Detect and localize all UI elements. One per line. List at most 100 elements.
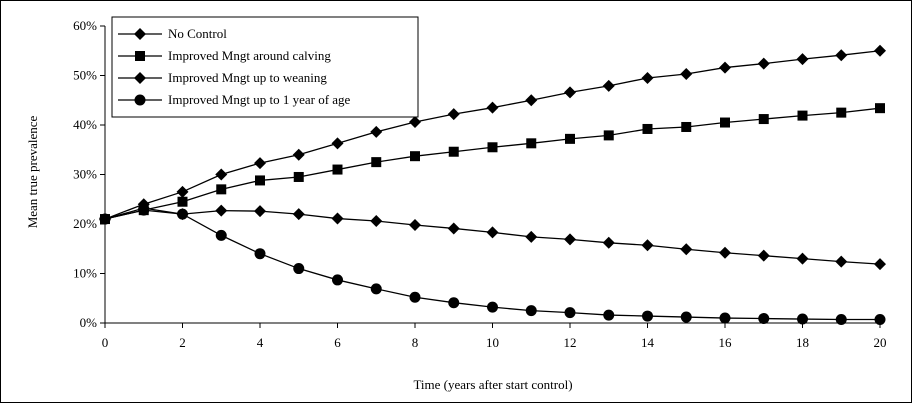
data-point <box>719 312 731 324</box>
legend-label: Improved Mngt up to 1 year of age <box>168 92 351 107</box>
data-point <box>370 215 383 228</box>
data-point <box>836 107 847 118</box>
series-2 <box>100 103 885 225</box>
data-point <box>758 114 769 125</box>
x-tick-label: 0 <box>102 335 109 350</box>
data-point <box>409 291 421 303</box>
data-point <box>447 222 460 235</box>
data-point <box>486 226 499 239</box>
x-tick-label: 2 <box>179 335 186 350</box>
data-point <box>641 239 654 252</box>
data-point <box>564 86 576 99</box>
data-point <box>758 313 770 325</box>
y-axis-ticks: 0% 10% 20% 30% 40% 50% 60% <box>73 18 105 330</box>
x-tick-label: 16 <box>719 335 733 350</box>
x-axis-title: Time (years after start control) <box>413 377 572 392</box>
x-tick-label: 18 <box>796 335 809 350</box>
legend-entry: Improved Mngt up to 1 year of age <box>118 92 351 107</box>
data-point <box>332 164 343 175</box>
data-point <box>797 110 808 121</box>
data-point <box>681 121 692 132</box>
data-point <box>720 117 730 128</box>
data-point <box>370 283 382 295</box>
data-point <box>177 196 188 207</box>
data-point <box>796 252 809 265</box>
legend-marker <box>134 72 146 84</box>
data-point <box>874 314 886 326</box>
data-point <box>525 230 538 243</box>
data-point <box>138 204 150 216</box>
data-point <box>642 310 653 322</box>
data-point <box>796 53 809 66</box>
legend-entry: No Control <box>118 26 227 41</box>
data-point <box>719 61 731 74</box>
data-point <box>565 133 575 144</box>
y-tick-label: 20% <box>73 216 97 231</box>
data-point <box>874 258 886 271</box>
x-tick-label: 8 <box>412 335 419 350</box>
data-point <box>797 313 808 325</box>
data-point <box>254 205 266 218</box>
x-tick-label: 12 <box>564 335 577 350</box>
data-point <box>680 68 693 81</box>
data-point <box>371 157 382 168</box>
data-point <box>835 314 847 326</box>
y-tick-label: 30% <box>73 167 97 182</box>
data-point <box>331 212 344 225</box>
data-point <box>525 305 537 317</box>
data-point <box>447 108 460 121</box>
data-point <box>526 138 537 149</box>
data-point <box>255 175 265 186</box>
data-point <box>215 229 227 241</box>
y-tick-label: 60% <box>73 18 97 33</box>
data-point <box>99 213 111 225</box>
data-point <box>409 218 421 231</box>
data-point <box>409 116 421 129</box>
data-point <box>216 184 227 195</box>
data-point <box>448 297 460 309</box>
data-point <box>254 248 266 260</box>
data-point <box>602 236 615 249</box>
series-1 <box>99 44 886 226</box>
legend-label: Improved Mngt around calving <box>168 48 331 63</box>
x-axis-ticks: 0 2 4 6 8 10 12 14 16 18 20 <box>102 323 887 350</box>
data-point <box>487 301 498 313</box>
data-point <box>680 311 692 323</box>
data-point <box>177 208 188 220</box>
data-point <box>719 246 731 259</box>
data-point <box>292 208 305 221</box>
series-4 <box>99 204 886 326</box>
data-point <box>254 157 266 170</box>
data-point <box>642 123 653 134</box>
data-point <box>564 233 576 246</box>
data-point <box>757 249 770 262</box>
data-point <box>331 137 344 150</box>
data-point <box>215 168 228 181</box>
data-point <box>332 274 343 286</box>
y-tick-label: 10% <box>73 266 97 281</box>
x-tick-label: 10 <box>486 335 499 350</box>
x-tick-label: 14 <box>641 335 655 350</box>
legend-entry: Improved Mngt up to weaning <box>118 70 327 85</box>
y-tick-label: 50% <box>73 68 97 83</box>
legend-marker <box>135 51 145 61</box>
data-point <box>835 49 848 62</box>
data-point <box>603 130 614 141</box>
data-point <box>487 142 498 153</box>
legend-label: Improved Mngt up to weaning <box>168 70 327 85</box>
data-point <box>602 79 615 92</box>
data-point <box>176 185 189 198</box>
series-line <box>104 107 881 220</box>
legend-box <box>111 16 419 118</box>
data-point <box>525 94 538 107</box>
data-point <box>835 255 848 268</box>
data-point <box>564 307 576 319</box>
data-point <box>603 309 615 321</box>
data-point <box>641 71 654 84</box>
series-layer <box>99 44 886 326</box>
legend-label: No Control <box>168 26 227 41</box>
data-point <box>874 44 886 57</box>
y-tick-label: 40% <box>73 117 97 132</box>
data-point <box>292 148 305 161</box>
